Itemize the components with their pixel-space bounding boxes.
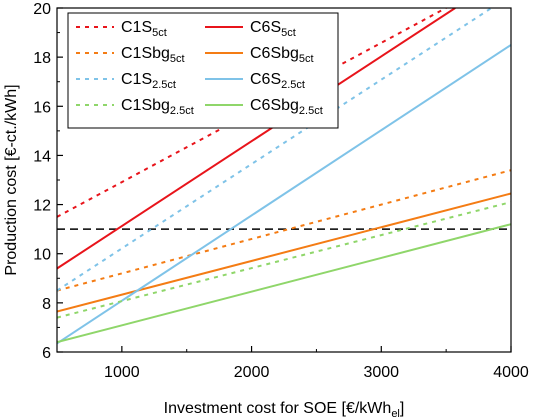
- series-line-6: [57, 201, 511, 319]
- y-tick-label: 10: [33, 247, 51, 264]
- legend-label: C6S2.5ct: [250, 71, 305, 91]
- x-tick-label: 4000: [493, 364, 529, 381]
- x-tick-label: 1000: [104, 364, 140, 381]
- series-line-7: [57, 223, 511, 344]
- legend-label: C1S5ct: [121, 19, 167, 39]
- x-tick-label: 2000: [234, 364, 270, 381]
- legend-label: C6S5ct: [250, 19, 296, 39]
- legend-label: C1Sbg2.5ct: [121, 97, 194, 117]
- series-line-5: [57, 44, 511, 345]
- y-tick-label: 16: [33, 99, 51, 116]
- series-line-1: [57, 8, 456, 270]
- legend-label: C1S2.5ct: [121, 71, 176, 91]
- legend: C1S5ct C6S5ct C1Sbg5ct C6Sbg5ct C1S2.5ct C6S2…: [67, 12, 339, 129]
- y-tick-label: 6: [42, 345, 51, 362]
- series-line-3: [57, 192, 511, 313]
- legend-label: C6Sbg2.5ct: [250, 97, 323, 117]
- plot-lines: [57, 8, 511, 345]
- y-tick-label: 14: [33, 148, 51, 165]
- series-line-0: [57, 8, 447, 218]
- y-axis-title: Production cost [€-ct./kWh]: [3, 84, 20, 275]
- y-tick-label: 20: [33, 1, 51, 18]
- legend-label: C1Sbg5ct: [121, 45, 185, 65]
- legend-label: C6Sbg5ct: [250, 45, 314, 65]
- y-tick-label: 12: [33, 198, 51, 215]
- x-tick-label: 3000: [363, 364, 399, 381]
- series-line-2: [57, 169, 511, 292]
- legend-box: [67, 12, 339, 129]
- x-axis-title: Investment cost for SOE [€/kWhel]: [164, 400, 405, 420]
- axis-ticks: 1000 2000 3000 4000 6 8 10 12 14 16 18 20: [33, 1, 529, 381]
- y-tick-label: 8: [42, 296, 51, 313]
- y-tick-label: 18: [33, 50, 51, 67]
